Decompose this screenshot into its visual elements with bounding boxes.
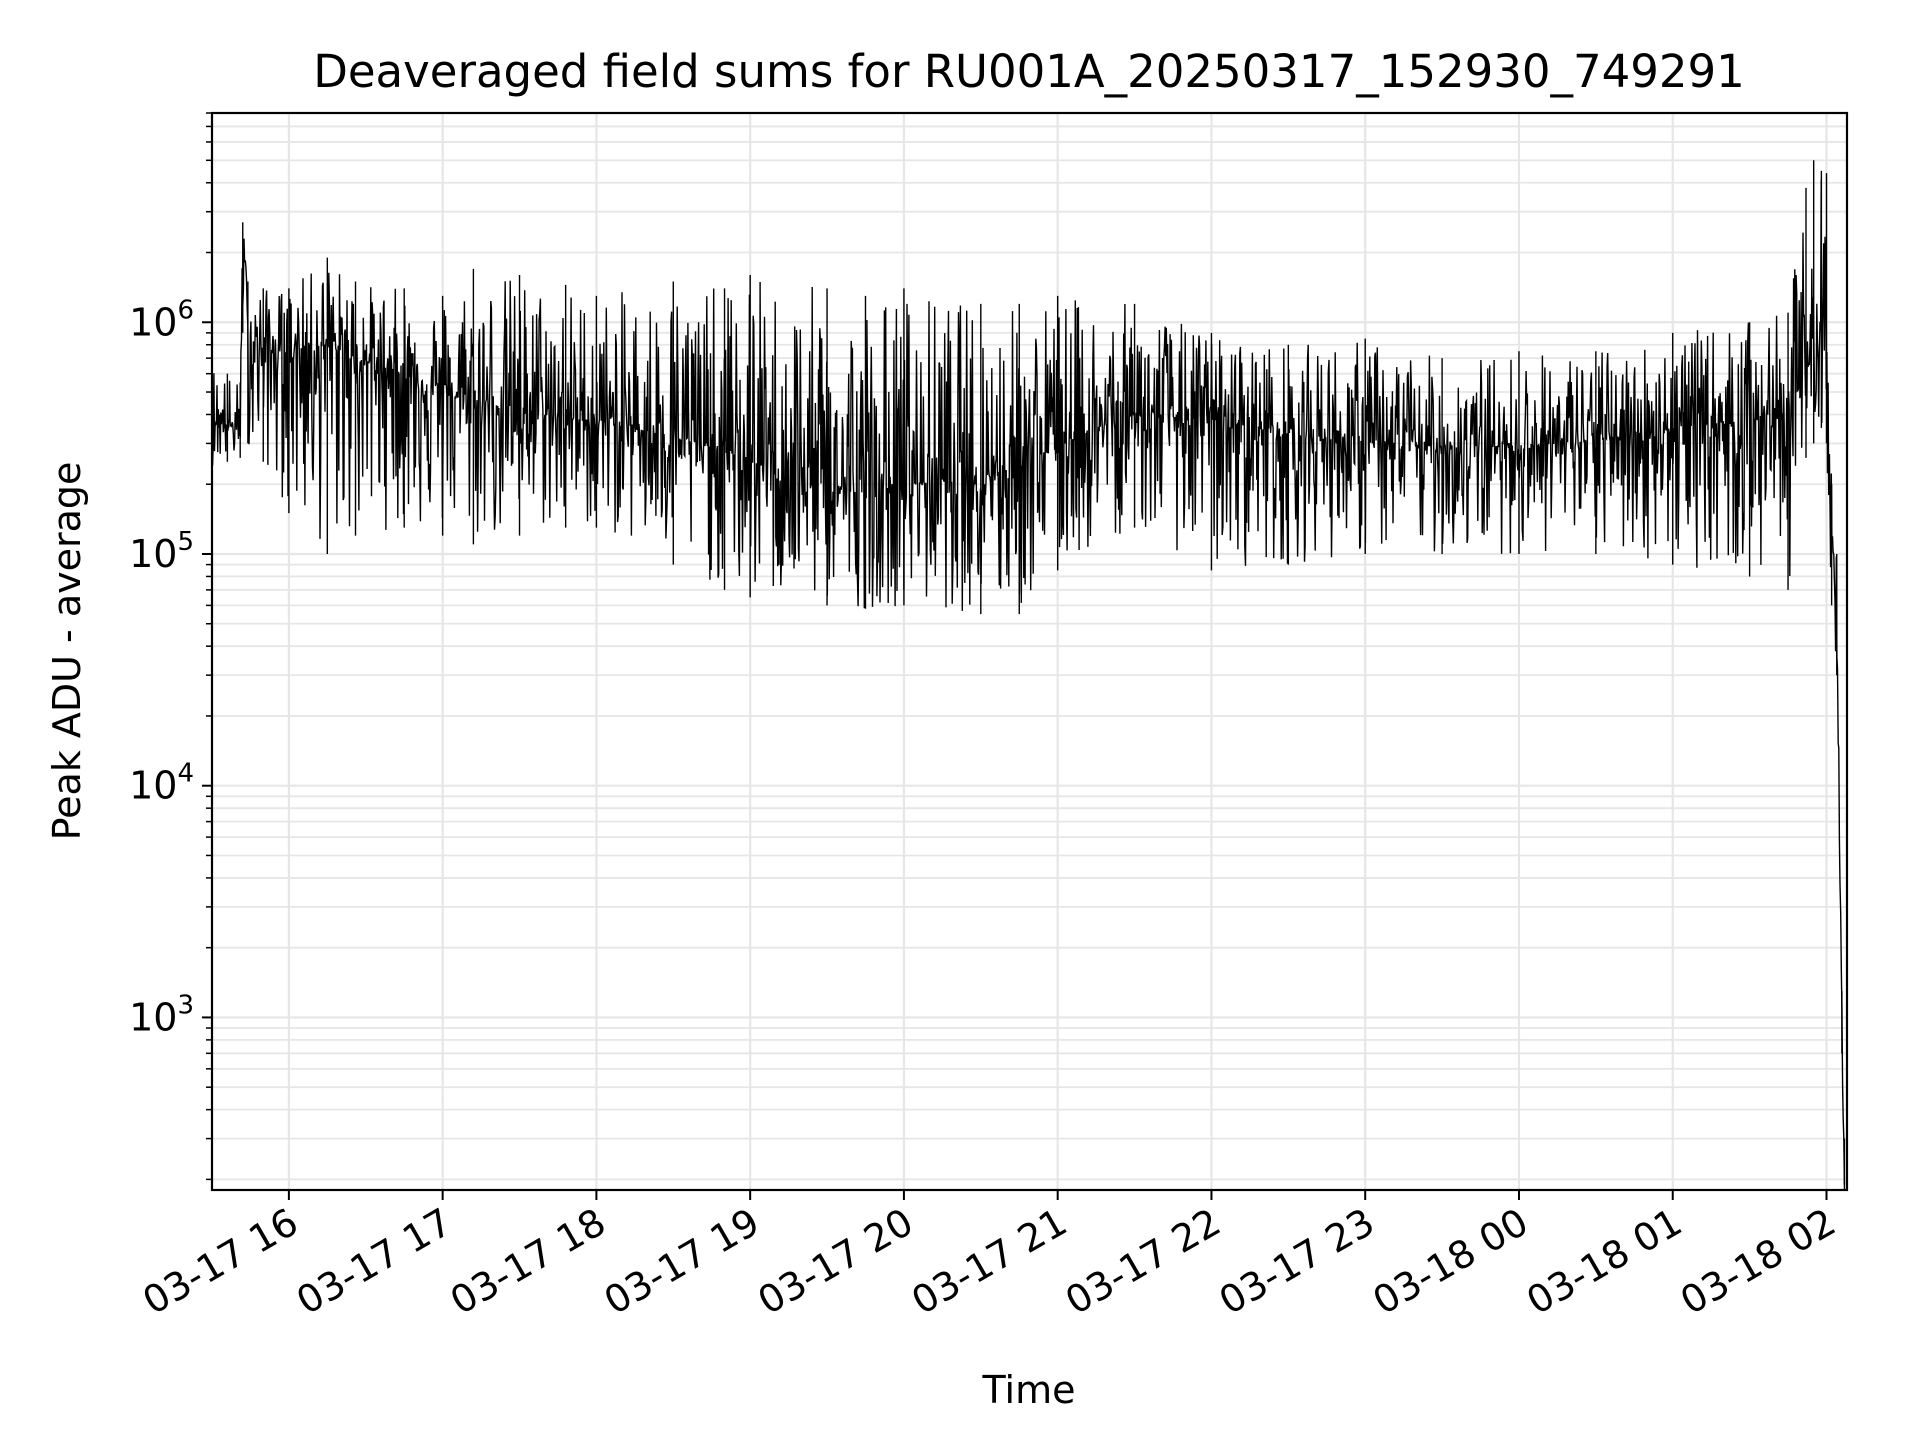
chart-title: Deaveraged field sums for RU001A_2025031… — [313, 45, 1745, 98]
plot-area — [211, 160, 1846, 1190]
plot-frame — [210, 111, 1849, 1192]
y-tick-label: 105 — [129, 527, 194, 576]
grid — [212, 112, 1847, 1190]
x-axis-label: Time — [982, 1368, 1076, 1412]
y-tick-label: 106 — [129, 295, 194, 344]
y-tick-label: 104 — [129, 759, 194, 808]
series-line — [211, 179, 1846, 1185]
y-tick-label: 103 — [129, 990, 194, 1039]
y-axis-label: Peak ADU - average — [45, 462, 89, 841]
